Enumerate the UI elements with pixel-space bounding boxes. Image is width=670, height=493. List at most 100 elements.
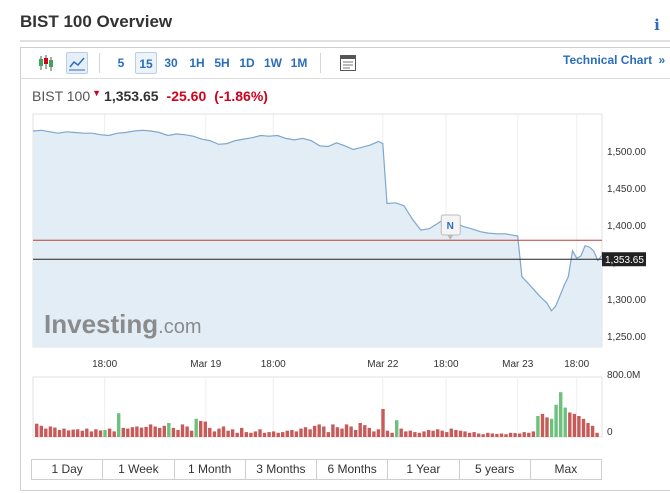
range-max[interactable]: Max — [554, 462, 578, 476]
volume-bar — [89, 431, 94, 437]
quote-line: BIST 100 ▼ 1,353.65 -25.60 (-1.86%) — [32, 88, 276, 104]
volume-bar — [372, 431, 376, 437]
volume-bar — [358, 423, 362, 437]
volume-bar — [203, 421, 207, 437]
x-tick-label: Mar 19 — [190, 359, 222, 370]
range-1-year[interactable]: 1 Year — [388, 460, 460, 479]
volume-bar — [212, 431, 217, 437]
interval-5h[interactable]: 5H — [214, 56, 230, 70]
interval-30[interactable]: 30 — [164, 56, 178, 70]
candlestick-icon[interactable] — [35, 52, 57, 74]
volume-bar — [322, 426, 326, 437]
volume-bar — [126, 428, 130, 437]
volume-bar — [135, 426, 139, 437]
volume-zero-label: 0 — [607, 427, 613, 438]
volume-bar — [171, 427, 176, 437]
interval-5[interactable]: 5 — [117, 56, 125, 70]
volume-bar — [57, 430, 62, 437]
range-1-month[interactable]: 1 Month — [175, 460, 246, 479]
range-5-years[interactable]: 5 years — [460, 460, 531, 479]
volume-bar — [472, 432, 476, 437]
volume-bar — [249, 432, 253, 437]
news-marker-pointer — [447, 235, 454, 240]
info-icon[interactable]: i — [654, 16, 660, 34]
volume-bar — [66, 430, 71, 437]
volume-bar — [572, 413, 577, 437]
volume-bar — [395, 420, 399, 437]
interval-1h[interactable]: 1H — [189, 56, 205, 70]
volume-bar — [94, 429, 98, 437]
y-tick-label: 1,250.00 — [607, 332, 646, 343]
volume-bar — [167, 423, 171, 437]
volume-bar — [436, 429, 440, 437]
volume-bar — [271, 431, 276, 437]
volume-bar — [344, 424, 349, 437]
range-1-day[interactable]: 1 Day — [32, 460, 104, 479]
technical-chart-link[interactable]: Technical Chart » — [563, 53, 665, 67]
volume-bar — [449, 428, 453, 437]
volume-bar — [499, 433, 504, 437]
volume-bar — [121, 427, 125, 437]
volume-bar — [76, 429, 80, 437]
volume-bar — [486, 432, 490, 437]
volume-bar — [408, 430, 412, 437]
volume-bar — [531, 431, 536, 437]
volume-bar — [490, 433, 494, 437]
y-tick-label: 1,500.00 — [607, 147, 646, 158]
x-tick-label: Mar 23 — [502, 359, 534, 370]
y-tick-label: 1,300.00 — [607, 295, 646, 306]
volume-bar — [522, 432, 526, 437]
x-tick-label: Mar 22 — [367, 359, 399, 370]
volume-bar — [303, 427, 308, 437]
volume-bar — [349, 426, 353, 437]
volume-bar — [390, 432, 394, 437]
volume-bar — [117, 413, 121, 437]
volume-bar — [35, 423, 39, 437]
volume-bar — [399, 428, 403, 437]
volume-bar — [477, 433, 481, 437]
volume-bar — [367, 427, 371, 437]
chart-toolbar: 5 15 30 1H 5H 1D 1W 1M — [20, 47, 670, 79]
volume-bar — [454, 430, 458, 437]
last-price-badge — [602, 252, 646, 267]
volume-bar — [244, 432, 248, 437]
interval-15[interactable]: 15 — [135, 52, 157, 74]
volume-bar — [590, 425, 595, 437]
volume-bar — [85, 428, 89, 437]
volume-bar — [217, 428, 221, 437]
volume-bar — [540, 413, 545, 437]
interval-1m[interactable]: 1M — [290, 56, 308, 70]
price-line — [32, 129, 603, 312]
volume-bar — [463, 431, 467, 437]
volume-bar — [495, 433, 499, 437]
news-marker-label: N — [447, 221, 454, 232]
volume-bar — [194, 418, 198, 437]
y-tick-label: 1,450.00 — [607, 184, 646, 195]
x-tick-label: 18:00 — [261, 359, 286, 370]
down-arrow-icon: ▼ — [92, 88, 102, 98]
volume-bar — [130, 427, 135, 437]
volume-bar — [363, 425, 367, 437]
volume-bar — [326, 432, 330, 437]
range-3-months[interactable]: 3 Months — [246, 460, 317, 479]
price-change: -25.60 — [166, 88, 207, 104]
index-name: BIST 100 — [32, 88, 91, 104]
volume-bar — [48, 426, 53, 437]
x-tick-label: 18:00 — [434, 359, 459, 370]
line-chart-icon[interactable] — [66, 52, 88, 74]
volume-bar — [545, 417, 549, 437]
interval-1w[interactable]: 1W — [264, 56, 282, 70]
volume-bar — [44, 428, 48, 437]
volume-bar — [317, 424, 321, 437]
volume-bar — [508, 432, 513, 437]
double-chevron-right-icon: » — [658, 53, 666, 67]
range-6-months[interactable]: 6 Months — [317, 460, 389, 479]
range-1-week[interactable]: 1 Week — [103, 460, 175, 479]
volume-bar — [577, 416, 581, 437]
volume-bar — [413, 432, 417, 437]
volume-bar — [504, 434, 508, 437]
price-area — [33, 130, 602, 347]
interval-1d[interactable]: 1D — [239, 56, 255, 70]
calendar-icon[interactable] — [337, 52, 359, 74]
